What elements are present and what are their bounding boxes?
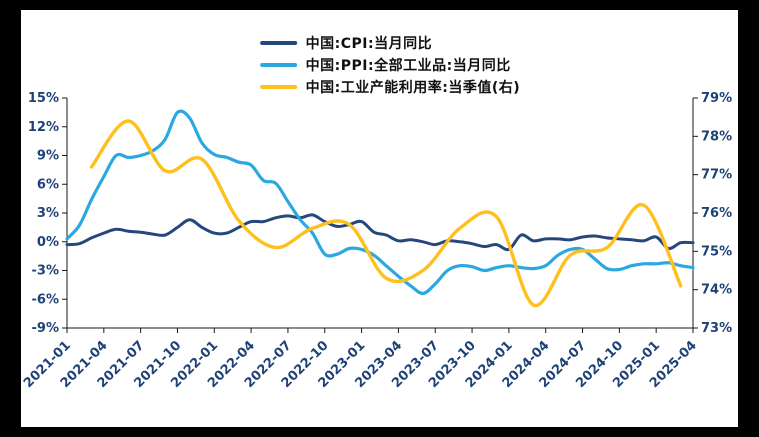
chart-panel: 15% 12% 9% 6% 3% 0% -3% -6% -9% 79% 78% 77% 76% 75% 74…	[21, 10, 738, 427]
cpi-line-swatch	[259, 40, 297, 45]
right-axis-tick-label: 74%	[701, 283, 732, 298]
left-axis-tick-label: 0%	[37, 235, 59, 250]
legend-label-ppi: 中国:PPI:全部工业品:当月同比	[305, 57, 511, 74]
right-axis-tick-label: 76%	[701, 206, 732, 221]
legend-label-cpi: 中国:CPI:当月同比	[305, 35, 433, 52]
line-chart: 15% 12% 9% 6% 3% 0% -3% -6% -9% 79% 78% 77% 76% 75% 74…	[21, 91, 732, 391]
left-axis-tick-label: -6%	[32, 292, 59, 307]
right-axis-tick-label: 79%	[701, 91, 732, 106]
left-axis-tick-label: 12%	[28, 120, 59, 135]
chart-legend: 中国:CPI:当月同比 中国:PPI:全部工业品:当月同比 中国:工业产能利用率…	[259, 34, 521, 96]
capacity-utilization-line	[89, 119, 683, 307]
right-axis-tick-label: 75%	[701, 244, 732, 259]
right-axis-tick-label: 78%	[701, 129, 732, 144]
left-axis-tick-label: -3%	[32, 264, 59, 279]
legend-item-ppi: 中国:PPI:全部工业品:当月同比	[259, 56, 521, 74]
legend-item-capacity-utilization: 中国:工业产能利用率:当季值(右)	[259, 78, 521, 96]
left-axis-tick-label: 9%	[37, 149, 59, 164]
cpi-line	[65, 213, 695, 252]
capacity-utilization-line-swatch	[259, 84, 297, 89]
left-axis-tick-label: 6%	[37, 177, 59, 192]
ppi-line-swatch	[259, 62, 297, 67]
right-axis-tick-label: 73%	[701, 321, 732, 336]
ppi-line	[65, 109, 695, 296]
left-axis-tick-label: 3%	[37, 206, 59, 221]
right-axis-tick-label: 77%	[701, 168, 732, 183]
legend-label-capacity-utilization: 中国:工业产能利用率:当季值(右)	[305, 79, 521, 96]
left-axis-tick-label: 15%	[28, 91, 59, 106]
left-axis-tick-label: -9%	[32, 321, 59, 336]
legend-item-cpi: 中国:CPI:当月同比	[259, 34, 521, 52]
